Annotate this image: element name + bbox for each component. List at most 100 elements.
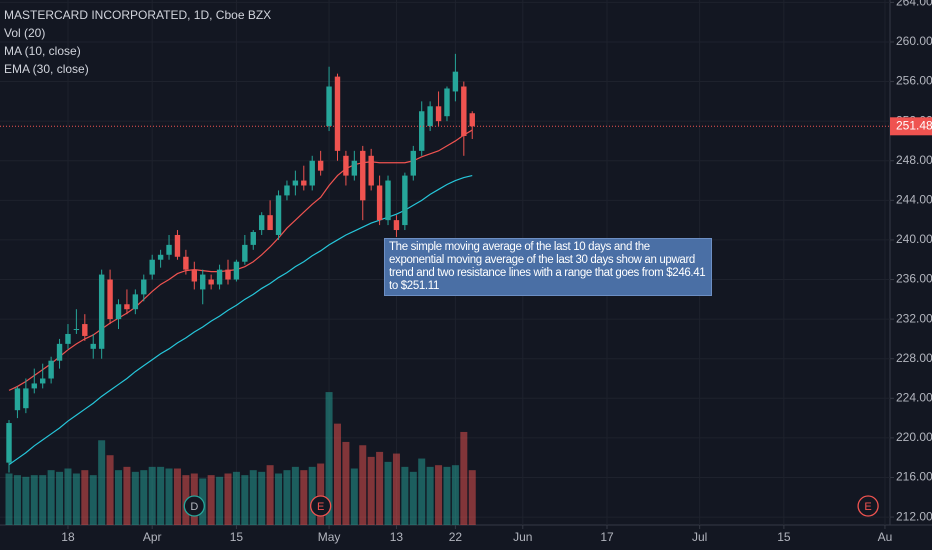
x-tick-label: 15 [777,530,791,544]
x-tick-label: 22 [449,530,463,544]
candle-body [351,160,358,176]
volume-bar [165,468,173,525]
volume-bar [224,473,232,525]
volume-bar [443,466,451,525]
x-tick-label: 15 [230,530,244,544]
y-tick-label: 220.00 [896,430,932,444]
candle-body [444,88,450,117]
candle-body [309,160,315,186]
candle-body [183,256,189,270]
event-label: E [317,501,324,513]
y-tick-label: 256.00 [896,74,932,88]
volume-bar [409,471,417,525]
candle-body [275,195,282,235]
annotation: The simple moving average of the last 10… [384,238,712,296]
volume-bar [216,476,224,525]
candle-body [174,234,181,257]
volume-bar [342,441,350,525]
candle-body [191,269,198,282]
candle-body [6,423,12,463]
candle-body [334,76,341,151]
candle-body [419,111,425,151]
volume-bar [98,440,106,525]
candle-body [225,269,231,280]
volume-bar [266,465,274,525]
candle-body [427,106,433,127]
volume-bar [115,470,123,525]
y-tick-label: 224.00 [896,390,932,404]
candle-body [343,155,349,176]
legend-entry: EMA (30, close) [4,62,89,76]
x-tick-label: Au [878,530,893,544]
candle-body [452,71,459,92]
candle-body [149,259,155,275]
candle-body [376,185,383,221]
candle-body [284,185,290,196]
candle-body [393,220,400,231]
legend: MASTERCARD INCORPORATED, 1D, Cboe BZX Vo… [4,6,271,78]
volume-bar [131,471,139,525]
candle-body [258,215,265,231]
candle-body [200,274,206,290]
volume-bar [123,466,131,525]
event-label: D [190,501,198,513]
volume-bar [367,456,375,525]
candle-body [73,329,80,331]
candle-body [141,279,147,295]
volume-bar [435,465,443,525]
candle-body [368,155,374,186]
candle-body [435,106,442,122]
candle-body [250,232,256,245]
legend-entry: Vol (20) [4,26,46,40]
volume-bar [39,475,47,525]
volume-bar [384,461,392,525]
candle-body [469,113,475,127]
candle-body [360,150,366,201]
candle-body [216,269,223,285]
candle-body [166,244,172,255]
volume-bar [72,473,80,525]
volume-bar [376,451,384,525]
volume-bar [106,455,114,525]
ema-line [8,175,473,466]
volume-bar [401,466,409,525]
y-tick-label: 248.00 [896,153,932,167]
candle-body [132,294,139,310]
volume-bar [468,470,476,525]
event-marker [183,495,205,517]
candle-body [98,274,105,349]
ma-line [8,129,473,391]
volume-bar [207,475,215,525]
x-tick-label: Jun [513,530,532,544]
candle-body [461,86,467,137]
volume-bar [283,470,291,525]
candle-body [40,378,46,384]
candle-body [402,175,408,226]
candle-body [267,215,273,231]
candle-body [65,333,71,344]
event-marker [857,495,879,517]
volume-bar [22,476,30,525]
candle-body [56,343,63,361]
x-tick-label: 13 [390,530,404,544]
x-tick-label: 18 [61,530,75,544]
x-tick-label: 17 [600,530,614,544]
candle-body [317,160,324,171]
volume-bar [157,466,165,525]
volume-bar [392,453,400,525]
x-tick-label: May [318,530,341,544]
legend-entry: MA (10, close) [4,44,81,58]
candle-body [48,360,54,379]
candle-body [14,388,21,411]
last-price-label: 251.48 [896,118,932,132]
event-label: E [864,501,871,513]
volume-bar [47,470,55,525]
volume-bar [291,466,299,525]
candle-body [107,279,113,320]
volume-bar [249,470,257,525]
volume-bar [148,466,156,525]
candle-body [82,324,88,336]
x-tick-label: Apr [143,530,162,544]
y-tick-label: 260.00 [896,34,932,48]
y-tick-label: 236.00 [896,272,932,286]
